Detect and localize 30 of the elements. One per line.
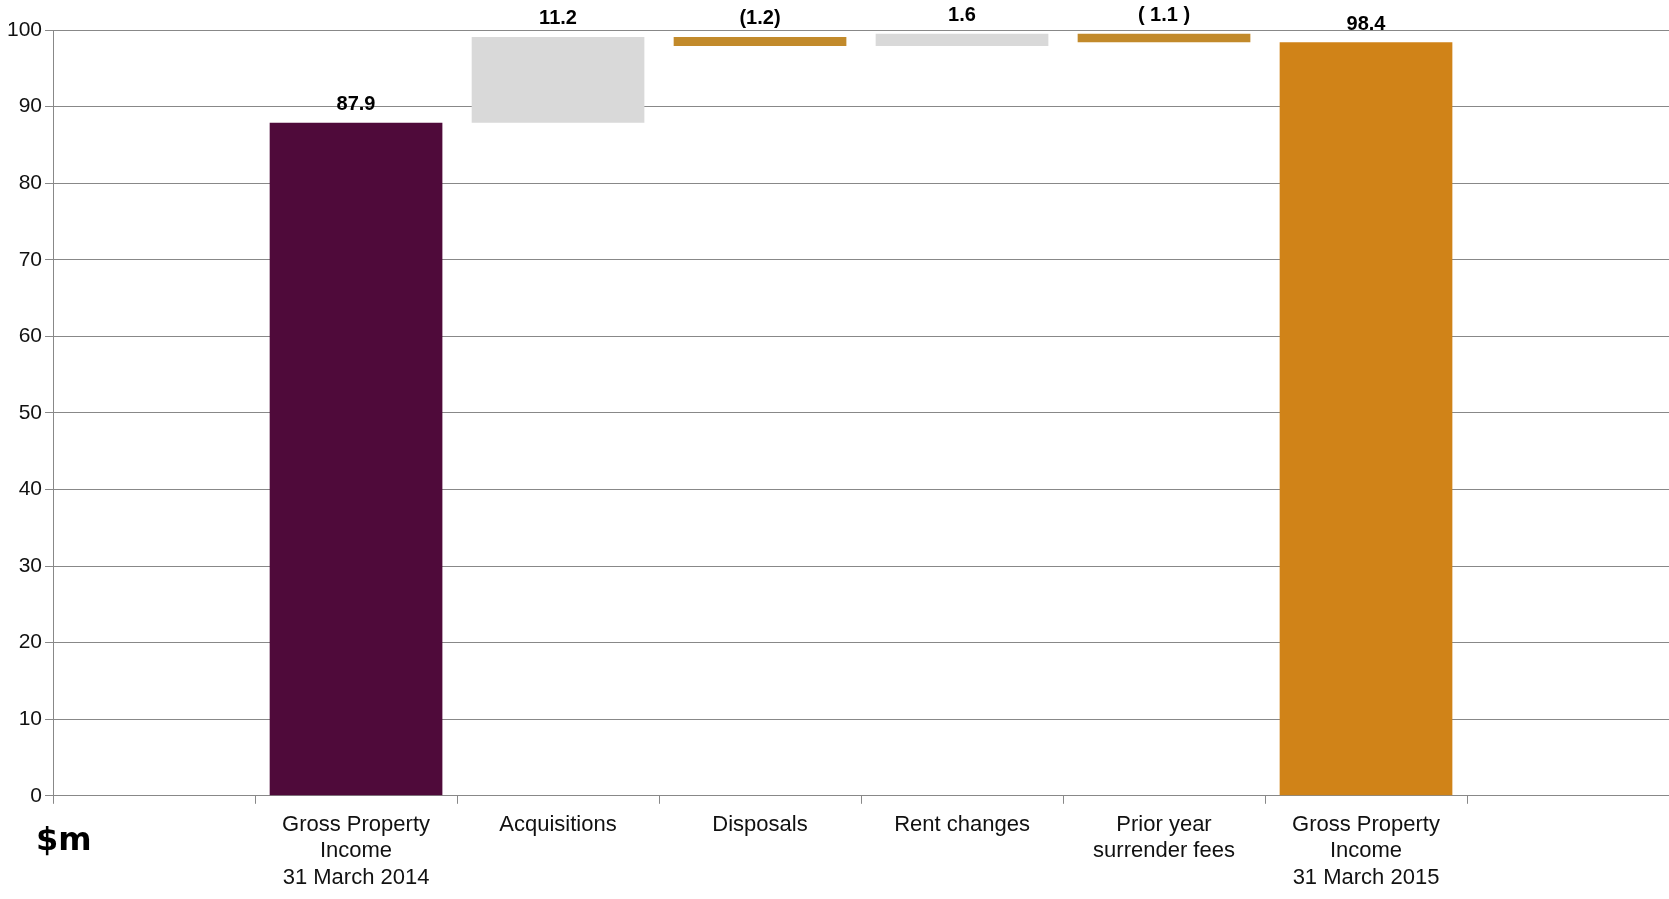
data-label: 87.9 [336, 92, 376, 115]
x-tick-label: Rent changes [894, 811, 1030, 837]
y-tick-label: 20 [18, 629, 43, 653]
data-label: (1.2) [739, 6, 781, 29]
bar [471, 36, 645, 123]
bar [269, 122, 443, 796]
bar [1077, 33, 1251, 43]
bar [673, 36, 847, 47]
x-tick-label: Gross Property Income 31 March 2015 [1292, 811, 1440, 889]
y-tick-label: 10 [18, 706, 43, 730]
y-tick-label: 100 [6, 16, 43, 40]
x-tick-label: Gross Property Income 31 March 2014 [282, 811, 430, 889]
x-tick-label: Prior year surrender fees [1093, 811, 1235, 863]
text: $m [36, 820, 92, 858]
x-tick-label: Disposals [712, 811, 808, 837]
y-tick-label: 70 [18, 246, 43, 270]
bar [1279, 42, 1453, 796]
data-label: 1.6 [948, 3, 976, 26]
y-tick-label: 0 [30, 782, 43, 806]
bar [875, 33, 1049, 47]
x-tick-label: Acquisitions [499, 811, 617, 837]
data-label: 98.4 [1346, 11, 1387, 34]
y-tick-label: 30 [18, 552, 43, 576]
data-label: ( 1.1 ) [1137, 3, 1191, 26]
y-tick-label: 90 [18, 93, 43, 117]
y-tick-label: 40 [18, 476, 43, 500]
y-tick-label: 60 [18, 323, 43, 347]
data-label: 11.2 [539, 6, 577, 29]
y-tick-label: 50 [18, 399, 43, 423]
y-tick-label: 80 [18, 169, 43, 193]
